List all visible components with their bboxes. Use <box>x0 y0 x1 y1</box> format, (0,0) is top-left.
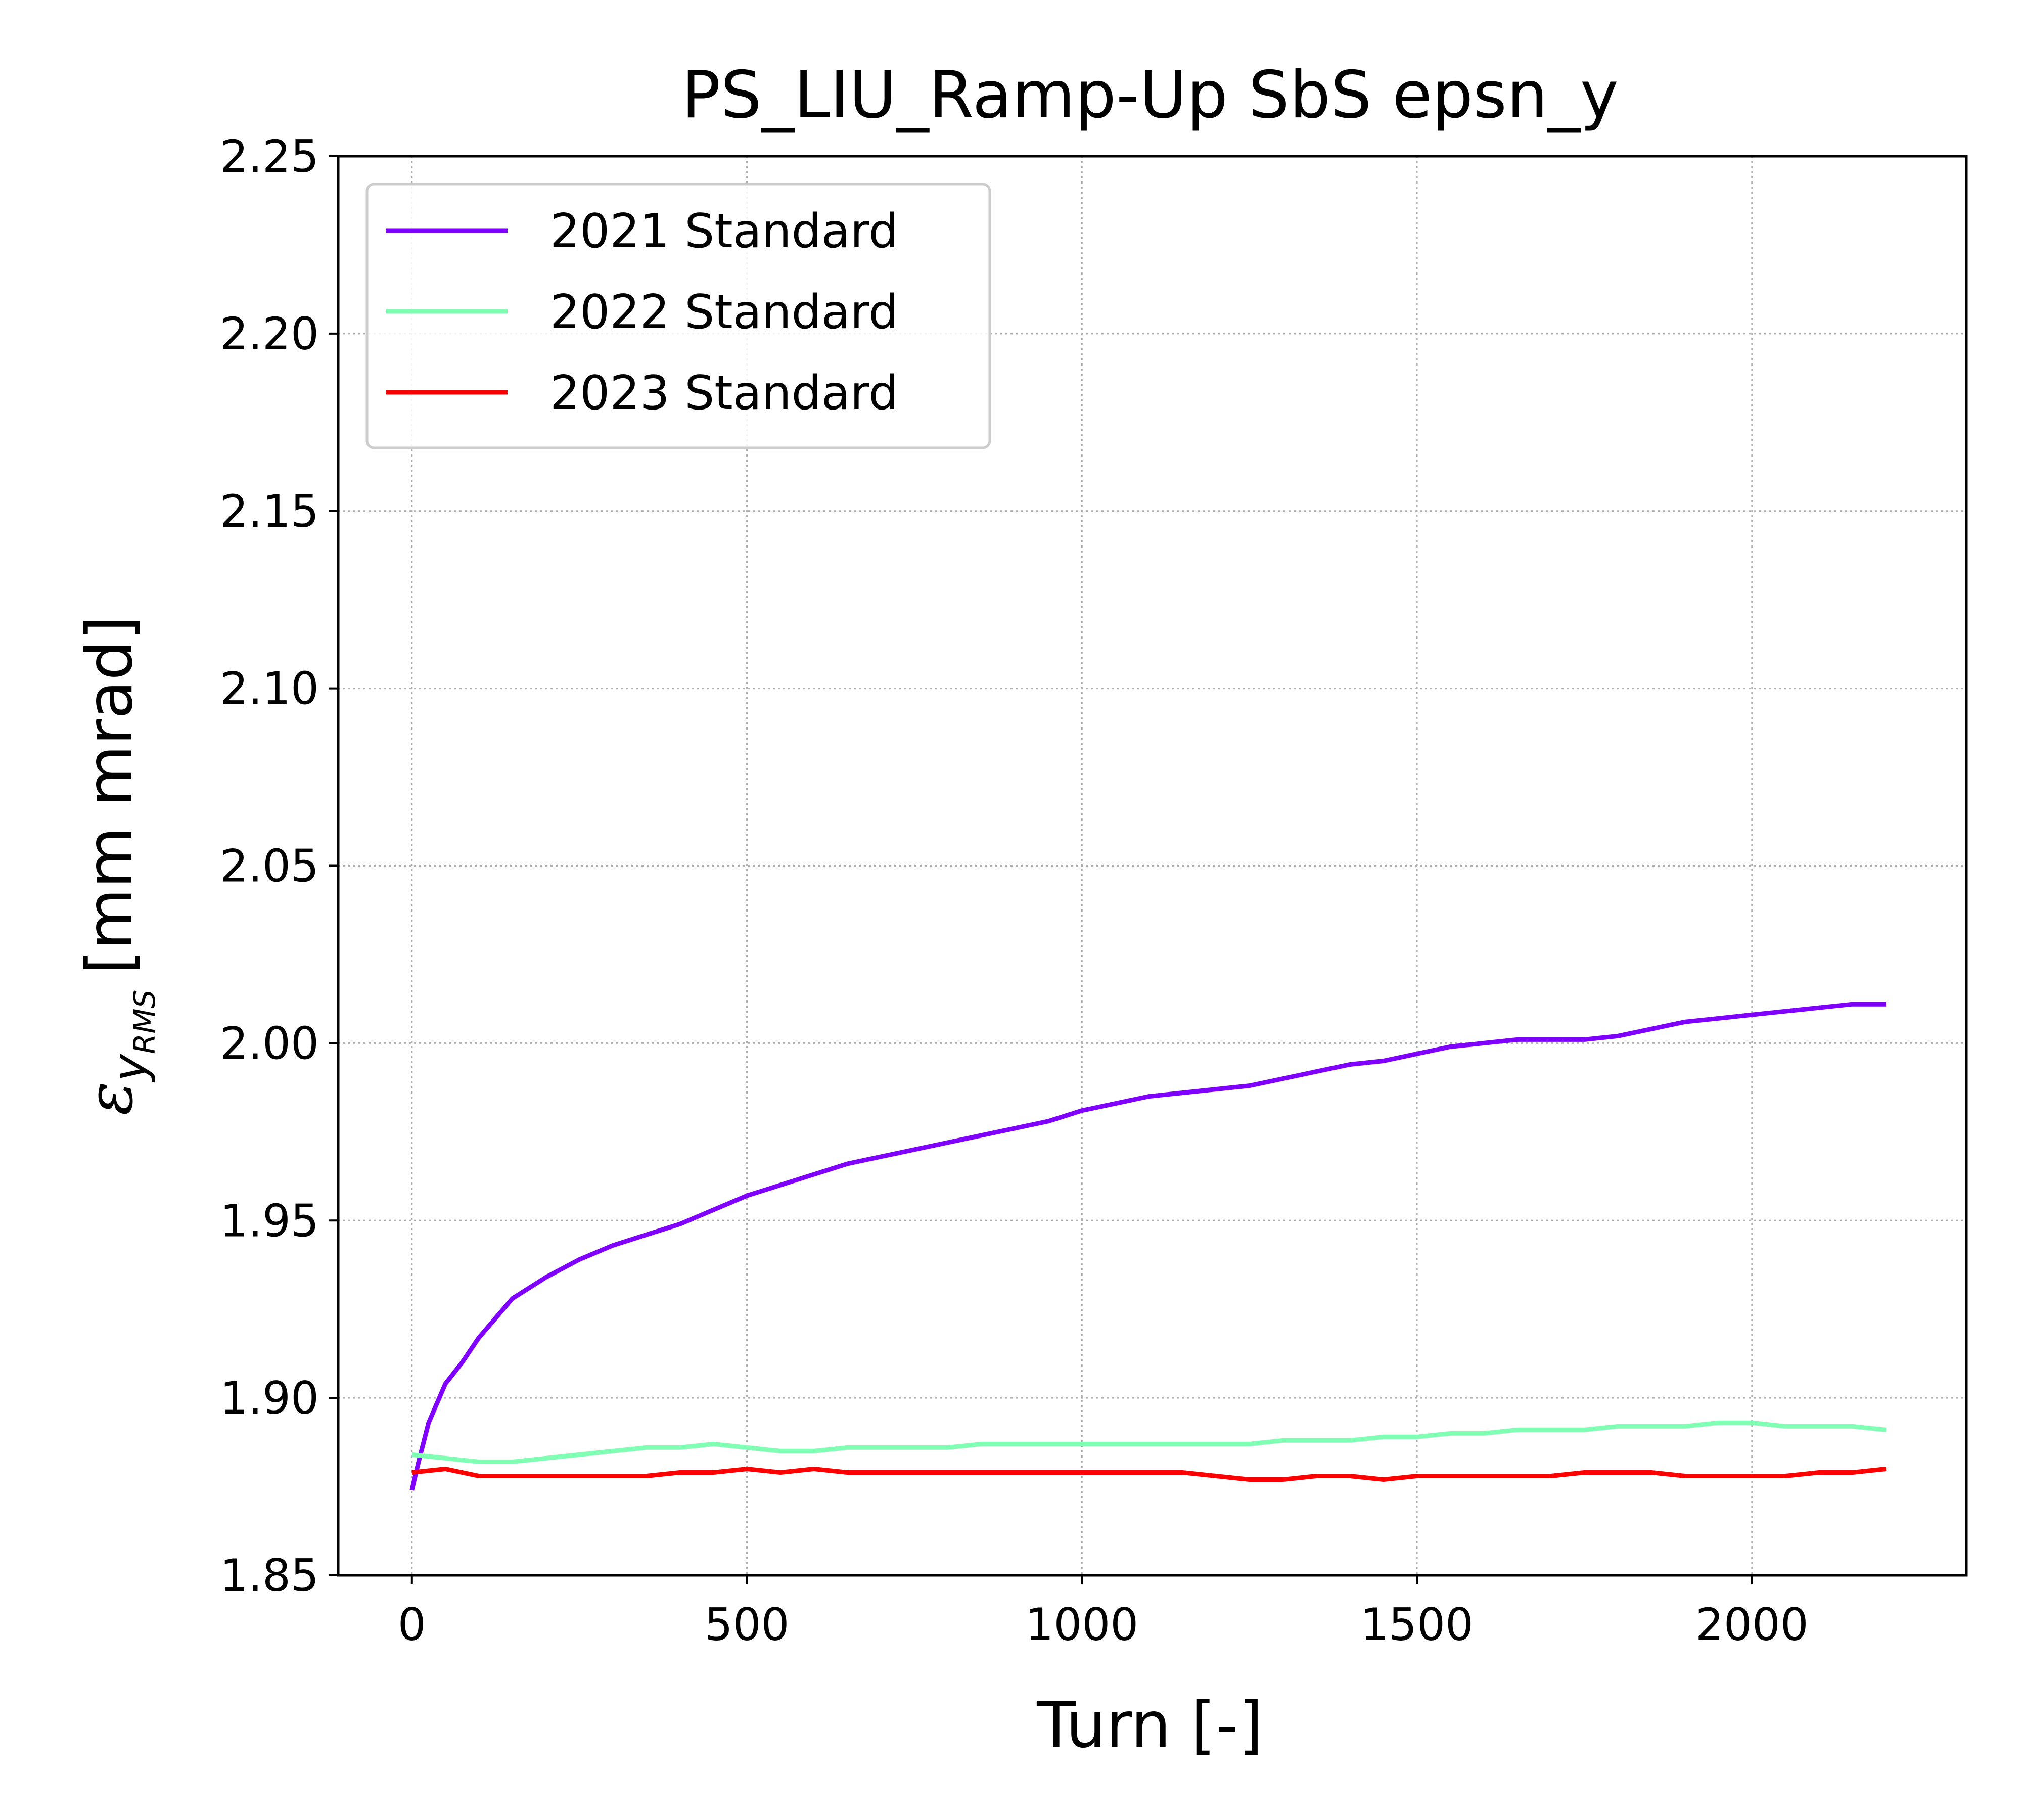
series-lines <box>409 1002 1887 1491</box>
y-tick-label: 2.15 <box>220 485 319 537</box>
legend-label-2022: 2022 Standard <box>550 285 898 339</box>
x-tick-label: 500 <box>705 1599 790 1651</box>
y-axis-label: εyRMS [mm mrad] <box>73 616 162 1116</box>
x-axis-label: Turn [-] <box>1036 1689 1263 1762</box>
x-tick-label: 1500 <box>1360 1599 1474 1651</box>
legend-box <box>365 183 991 449</box>
legend-label-2023: 2023 Standard <box>550 366 898 420</box>
y-tick-label: 2.10 <box>220 663 319 715</box>
y-tick-label: 2.05 <box>220 840 319 892</box>
y-tick-label: 1.90 <box>220 1372 319 1424</box>
y-axis-symbol: ε <box>73 1081 147 1115</box>
y-tick-label: 1.95 <box>220 1195 319 1247</box>
series-line-2022 <box>411 1420 1887 1464</box>
legend-label-2021: 2021 Standard <box>550 204 898 258</box>
x-tick-label: 2000 <box>1695 1599 1809 1651</box>
series-line-2021 <box>409 1002 1886 1491</box>
y-axis-subsubscript: RMS <box>127 990 162 1054</box>
y-axis-ticks: 1.85 1.90 1.95 2.00 2.05 2.10 2.15 2.20 2.25 <box>220 130 338 1602</box>
y-tick-label: 1.85 <box>220 1550 319 1602</box>
legend: 2021 Standard 2022 Standard 2023 Standar… <box>365 183 991 449</box>
y-tick-label: 2.25 <box>220 130 319 183</box>
y-tick-label: 2.00 <box>220 1017 319 1069</box>
x-tick-label: 0 <box>398 1599 426 1651</box>
x-tick-label: 1000 <box>1025 1599 1138 1651</box>
y-tick-label: 2.20 <box>220 308 319 360</box>
series-line-2023 <box>411 1467 1887 1482</box>
grid <box>338 156 1966 1575</box>
chart-title: PS_LIU_Ramp-Up SbS epsn_y <box>681 58 1619 133</box>
y-axis-unit: [mm mrad] <box>73 616 147 975</box>
x-axis-ticks: 0 500 1000 1500 2000 <box>398 1575 1809 1651</box>
y-axis-subscript: y <box>103 1053 157 1083</box>
